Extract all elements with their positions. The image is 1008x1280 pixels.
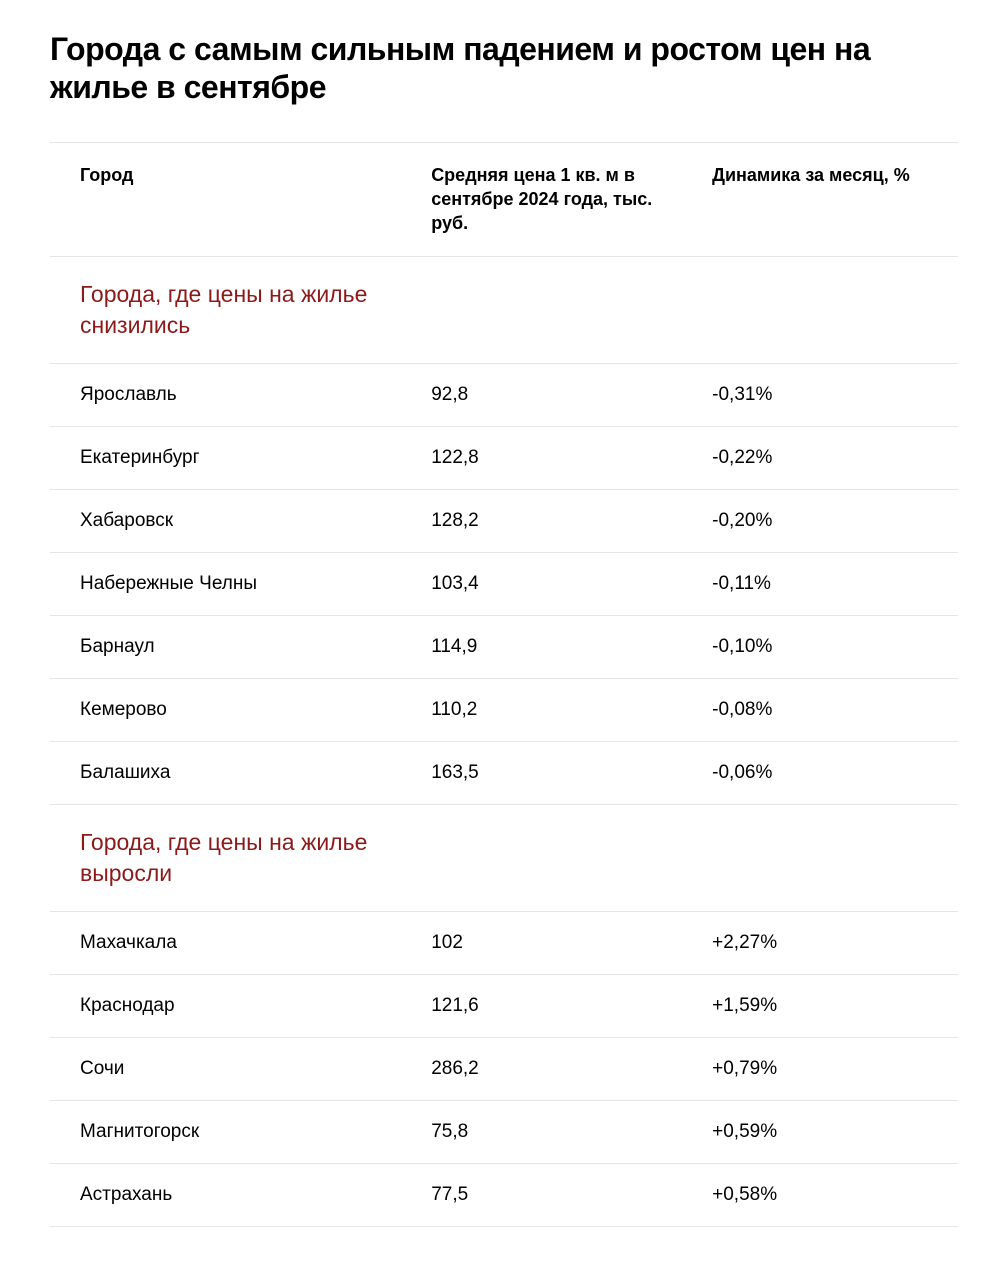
cell-city: Екатеринбург: [80, 447, 431, 469]
cell-change: +0,59%: [712, 1121, 958, 1143]
cell-price: 75,8: [431, 1121, 712, 1143]
cell-change: +0,58%: [712, 1184, 958, 1206]
header-price: Средняя цена 1 кв. м в сентябре 2024 год…: [431, 163, 712, 236]
cell-price: 163,5: [431, 762, 712, 784]
table-row: Краснодар121,6+1,59%: [50, 975, 958, 1038]
cell-change: -0,22%: [712, 447, 958, 469]
table-row: Ярославль92,8-0,31%: [50, 364, 958, 427]
section-header: Города, где цены на жилье выросли: [50, 805, 958, 912]
header-change: Динамика за месяц, %: [712, 163, 958, 236]
cell-city: Махачкала: [80, 932, 431, 954]
price-table: Город Средняя цена 1 кв. м в сентябре 20…: [50, 142, 958, 1227]
cell-change: -0,06%: [712, 762, 958, 784]
cell-city: Ярославль: [80, 384, 431, 406]
cell-price: 286,2: [431, 1058, 712, 1080]
table-row: Махачкала102+2,27%: [50, 912, 958, 975]
cell-city: Сочи: [80, 1058, 431, 1080]
cell-change: +2,27%: [712, 932, 958, 954]
cell-price: 77,5: [431, 1184, 712, 1206]
cell-price: 102: [431, 932, 712, 954]
cell-change: +0,79%: [712, 1058, 958, 1080]
table-row: Астрахань77,5+0,58%: [50, 1164, 958, 1227]
cell-city: Магнитогорск: [80, 1121, 431, 1143]
cell-change: -0,20%: [712, 510, 958, 532]
table-row: Екатеринбург122,8-0,22%: [50, 427, 958, 490]
cell-change: -0,31%: [712, 384, 958, 406]
cell-city: Хабаровск: [80, 510, 431, 532]
table-header-row: Город Средняя цена 1 кв. м в сентябре 20…: [50, 142, 958, 257]
table-row: Набережные Челны103,4-0,11%: [50, 553, 958, 616]
table-row: Магнитогорск75,8+0,59%: [50, 1101, 958, 1164]
cell-price: 128,2: [431, 510, 712, 532]
table-row: Сочи286,2+0,79%: [50, 1038, 958, 1101]
cell-price: 92,8: [431, 384, 712, 406]
cell-city: Балашиха: [80, 762, 431, 784]
cell-price: 103,4: [431, 573, 712, 595]
cell-city: Кемерово: [80, 699, 431, 721]
cell-price: 114,9: [431, 636, 712, 658]
section-title: Города, где цены на жилье снизились: [80, 279, 440, 341]
cell-change: +1,59%: [712, 995, 958, 1017]
cell-city: Набережные Челны: [80, 573, 431, 595]
cell-city: Краснодар: [80, 995, 431, 1017]
section-title: Города, где цены на жилье выросли: [80, 827, 440, 889]
cell-change: -0,11%: [712, 573, 958, 595]
table-row: Кемерово110,2-0,08%: [50, 679, 958, 742]
cell-change: -0,08%: [712, 699, 958, 721]
section-header: Города, где цены на жилье снизились: [50, 257, 958, 364]
table-row: Балашиха163,5-0,06%: [50, 742, 958, 805]
cell-city: Астрахань: [80, 1184, 431, 1206]
cell-price: 122,8: [431, 447, 712, 469]
table-row: Хабаровск128,2-0,20%: [50, 490, 958, 553]
cell-price: 121,6: [431, 995, 712, 1017]
header-city: Город: [80, 163, 431, 236]
cell-city: Барнаул: [80, 636, 431, 658]
cell-price: 110,2: [431, 699, 712, 721]
cell-change: -0,10%: [712, 636, 958, 658]
page-title: Города с самым сильным падением и ростом…: [50, 30, 958, 107]
table-row: Барнаул114,9-0,10%: [50, 616, 958, 679]
